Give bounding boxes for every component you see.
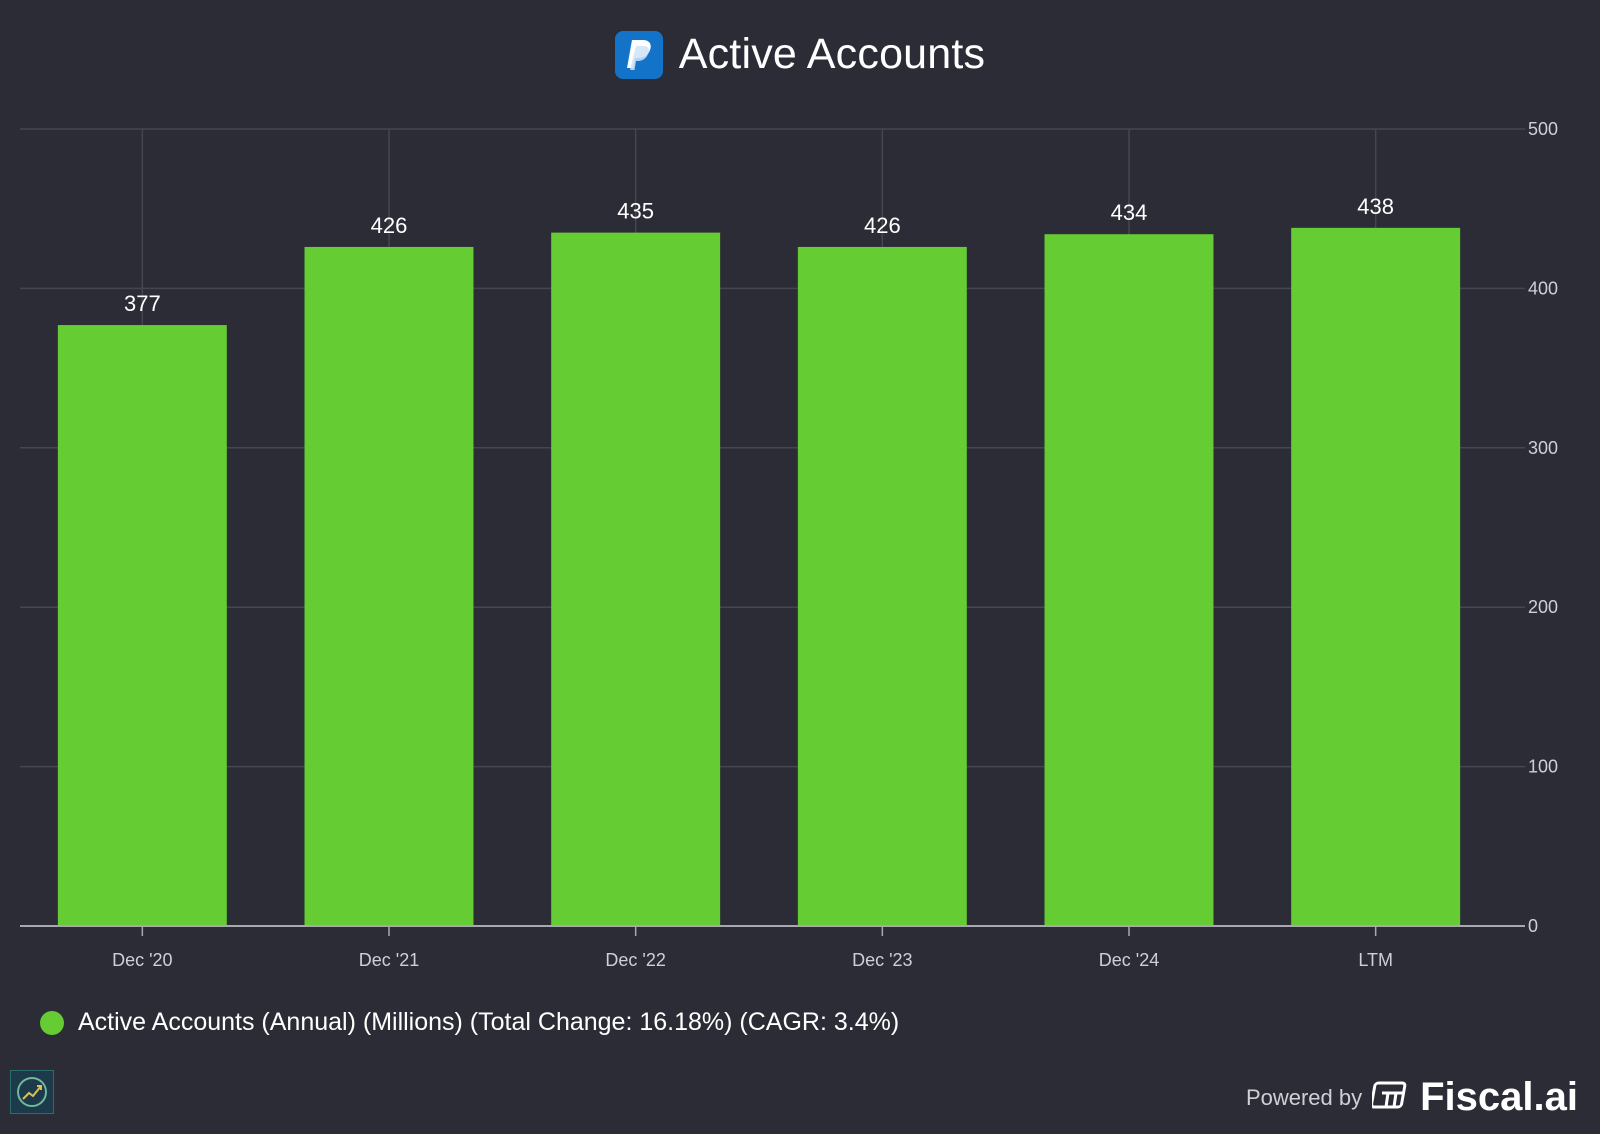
bars (57, 227, 1461, 927)
fiscal-logo-icon (1370, 1079, 1410, 1116)
brand-name: Fiscal.ai (1420, 1075, 1578, 1119)
bar (551, 232, 721, 927)
powered-by-brand[interactable]: Powered by Fiscal.ai (1246, 1075, 1578, 1120)
x-tick-label: Dec '20 (112, 950, 172, 970)
bar (57, 325, 227, 926)
bar (1044, 234, 1214, 927)
legend-series-label: Active Accounts (Annual) (Millions) (Tot… (78, 1008, 900, 1036)
bar-chart: 377 426 435 426 434 438 0 100 200 300 400 500 Dec '… (20, 119, 1558, 970)
x-tick-label: Dec '24 (1099, 950, 1159, 970)
chart-title-row: Active Accounts (0, 30, 1600, 79)
bar (797, 246, 967, 926)
x-tick-label: Dec '22 (605, 950, 665, 970)
chart-title: Active Accounts (678, 30, 986, 78)
axes: 0 100 200 300 400 500 Dec '20 Dec '21 Dec '22 Dec… (20, 119, 1558, 970)
data-label: 434 (1111, 200, 1148, 225)
bar (1291, 227, 1461, 926)
data-label: 377 (124, 291, 161, 316)
data-label: 426 (371, 213, 408, 238)
y-tick-label: 500 (1528, 119, 1558, 139)
legend[interactable]: Active Accounts (Annual) (Millions) (Tot… (40, 1008, 899, 1037)
y-tick-label: 400 (1528, 278, 1558, 298)
y-tick-label: 300 (1528, 438, 1558, 458)
y-tick-label: 100 (1528, 757, 1558, 777)
x-tick-label: Dec '21 (359, 950, 419, 970)
y-tick-label: 200 (1528, 597, 1558, 617)
growth-chart-icon (10, 1070, 54, 1114)
data-labels: 377 426 435 426 434 438 (124, 194, 1394, 316)
x-tick-label: Dec '23 (852, 950, 912, 970)
data-label: 438 (1357, 194, 1394, 219)
y-tick-label: 0 (1528, 916, 1538, 936)
paypal-logo-icon (614, 30, 663, 79)
legend-series-marker (40, 1010, 64, 1035)
data-label: 426 (864, 213, 901, 238)
powered-by-label: Powered by (1245, 1084, 1363, 1110)
data-label: 435 (617, 199, 654, 224)
bar (304, 246, 474, 926)
x-tick-label: LTM (1358, 950, 1393, 970)
